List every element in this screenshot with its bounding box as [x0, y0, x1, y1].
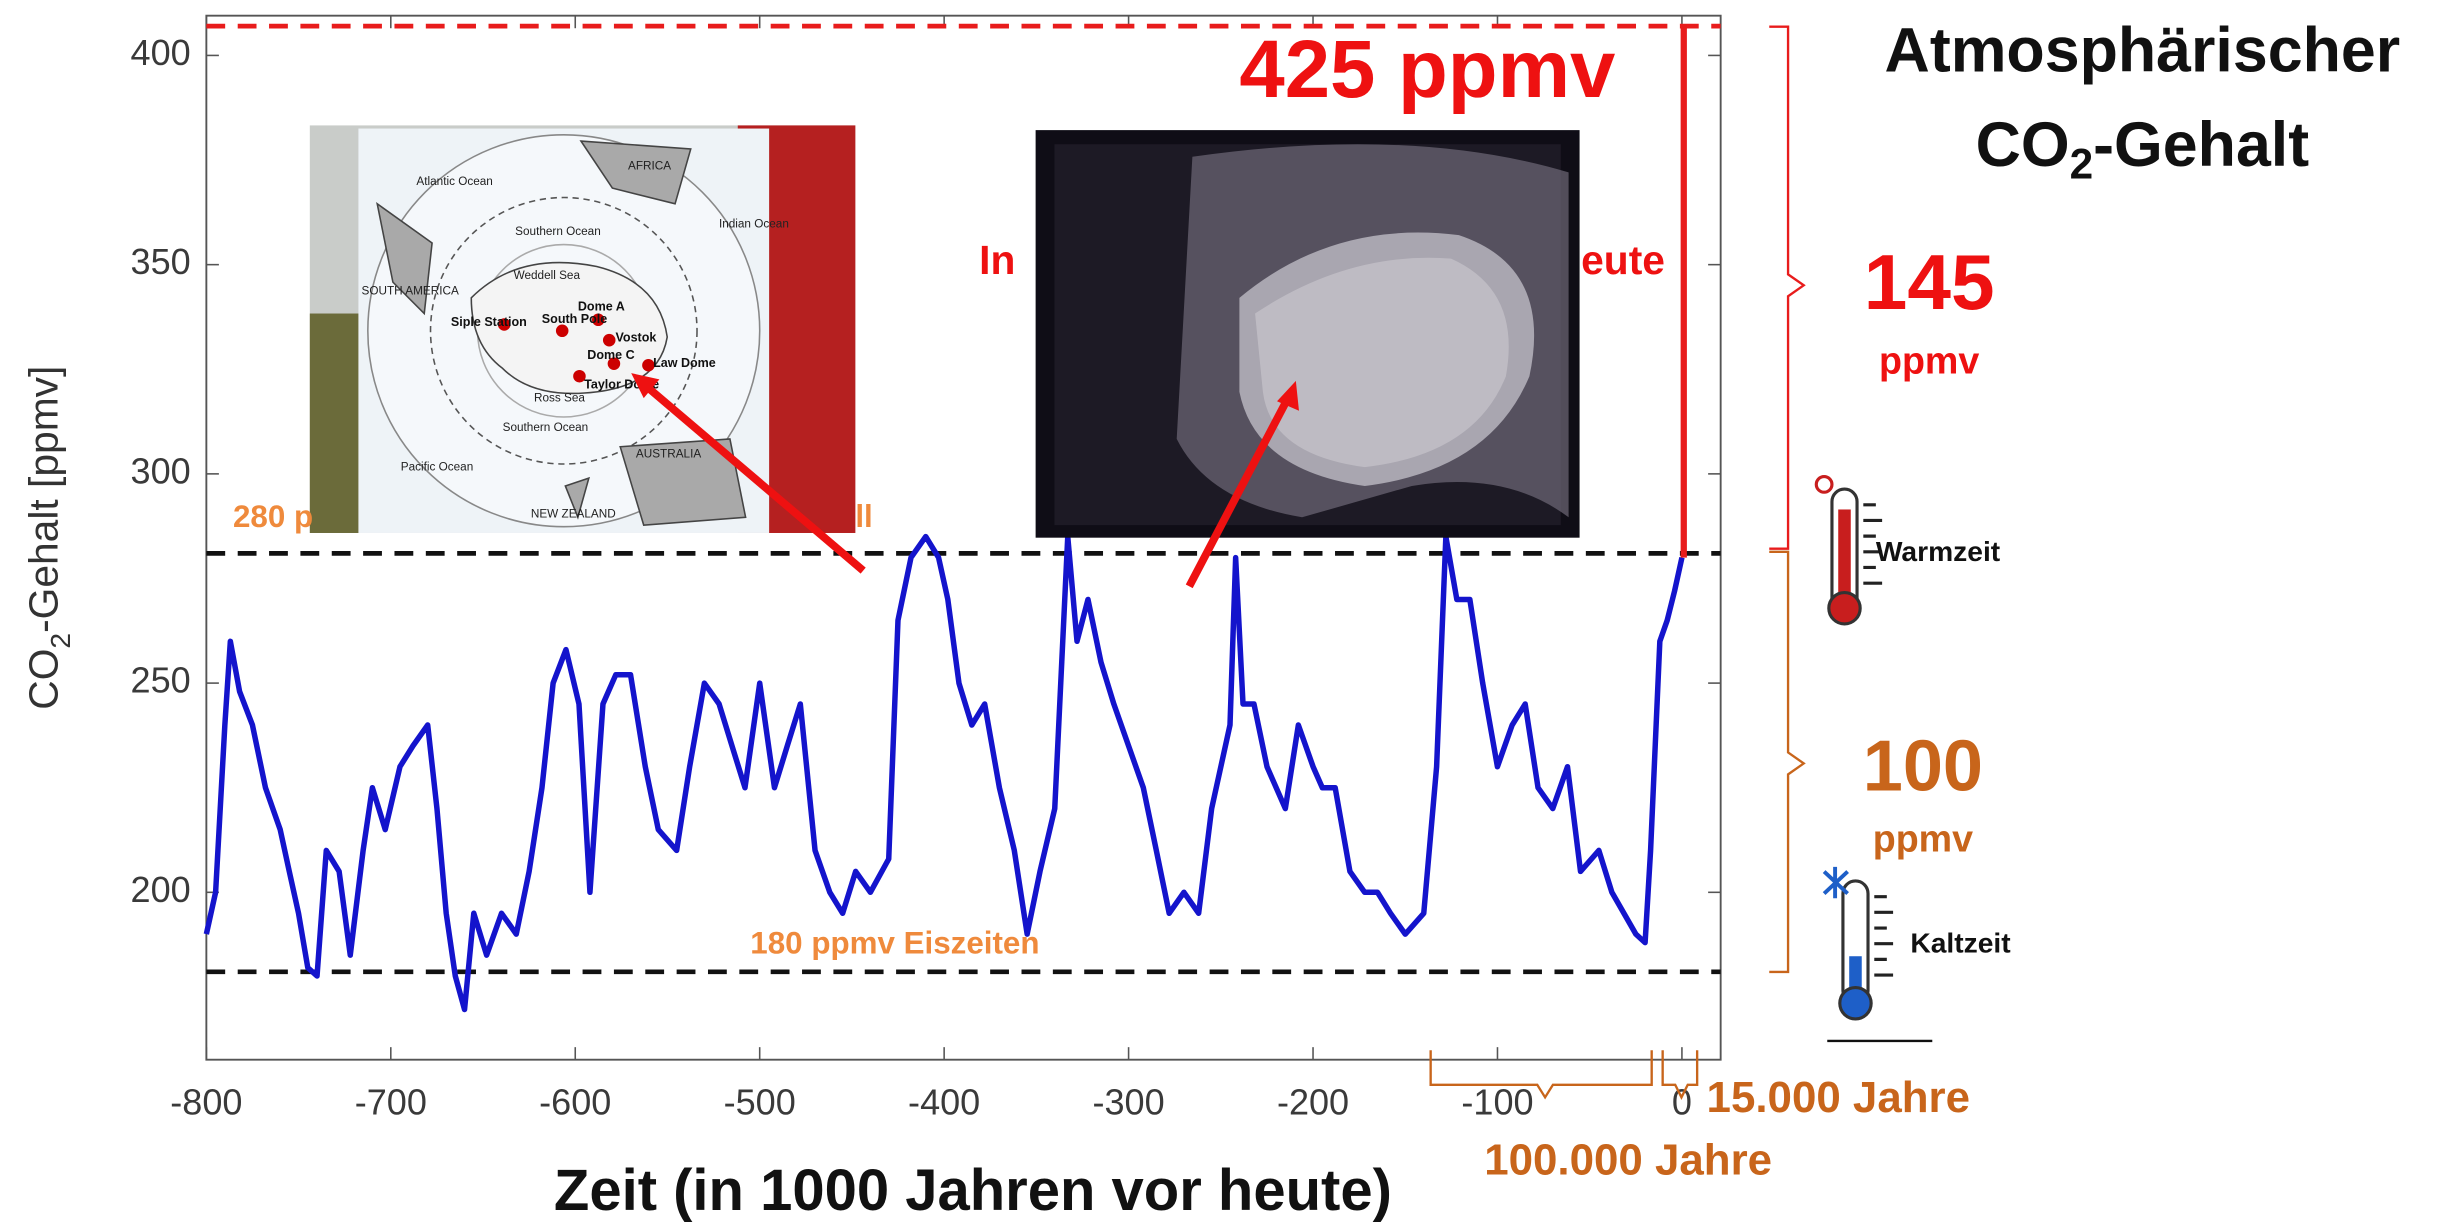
annotation: In — [979, 237, 1015, 283]
y-axis-label-part: -Gehalt [ppmv] — [20, 366, 66, 633]
x-tick-label: -100 — [1461, 1082, 1533, 1123]
annotation: ll — [855, 499, 872, 534]
map-label: NEW ZEALAND — [531, 507, 616, 520]
y-tick-label: 350 — [131, 241, 191, 282]
annotation: eute — [1581, 237, 1665, 283]
map-label: Southern Ocean — [503, 421, 589, 434]
x-tick-label: -200 — [1277, 1082, 1349, 1123]
map-image: Atlantic Ocean AFRICA Indian Ocean SOUTH… — [310, 125, 856, 533]
y-axis-label: CO2-Gehalt [ppmv] — [20, 366, 76, 710]
side-title: Atmosphärischer — [1885, 15, 2401, 85]
annotation: 280 p — [233, 499, 313, 534]
map-label: Siple Station — [451, 315, 527, 329]
page: {"chart_data": {"type": "line", "x": [-8… — [0, 0, 2460, 1229]
annotation: 180 ppmv Eiszeiten — [750, 926, 1039, 961]
swing-value: 100 — [1863, 726, 1983, 806]
span-short: 15.000 Jahre — [1707, 1073, 1970, 1122]
side-title-part: -Gehalt — [2093, 109, 2309, 179]
y-axis-label-subscript: 2 — [44, 633, 76, 649]
x-tick-label: 0 — [1672, 1082, 1692, 1123]
map-label: Indian Ocean — [719, 217, 789, 230]
map-label: SOUTH AMERICA — [362, 285, 459, 298]
map-label: South Pole — [542, 312, 607, 326]
x-tick-label: -600 — [539, 1082, 611, 1123]
map-label: Weddell Sea — [514, 269, 581, 282]
span-long: 100.000 Jahre — [1484, 1136, 1772, 1185]
map-label: Atlantic Ocean — [416, 175, 492, 188]
swing-unit: ppmv — [1873, 818, 1973, 860]
x-tick-label: -300 — [1093, 1082, 1165, 1123]
chart: 200 250 300 350 400 -800 -700 -600 -500 -400 -300 -… — [0, 0, 2460, 1229]
y-tick-label: 300 — [131, 450, 191, 491]
ice-core-image — [1036, 130, 1580, 538]
map-label: Southern Ocean — [515, 225, 601, 238]
y-tick-label: 400 — [131, 32, 191, 73]
y-tick-label: 250 — [131, 660, 191, 701]
side-title: CO2-Gehalt — [1976, 109, 2310, 187]
side-title-subscript: 2 — [2070, 141, 2094, 188]
map-label: Vostok — [616, 331, 657, 345]
rise-value: 145 — [1864, 238, 1995, 326]
map-label: Dome C — [587, 348, 634, 362]
x-tick-label: -800 — [170, 1082, 242, 1123]
map-label: Ross Sea — [534, 391, 585, 404]
x-tick-label: -700 — [355, 1082, 427, 1123]
warm-label: Warmzeit — [1876, 535, 2001, 567]
map-label: Pacific Ocean — [401, 460, 474, 473]
annotation: 425 ppmv — [1239, 24, 1615, 115]
cold-label: Kaltzeit — [1910, 927, 2011, 959]
y-tick-label: 200 — [131, 869, 191, 910]
x-tick-label: -400 — [908, 1082, 980, 1123]
rise-unit: ppmv — [1879, 340, 1979, 382]
x-tick-label: -500 — [724, 1082, 796, 1123]
map-label: AUSTRALIA — [636, 448, 701, 461]
map-label: AFRICA — [628, 159, 671, 172]
x-axis-label: Zeit (in 1000 Jahren vor heute) — [554, 1158, 1392, 1223]
side-title-part: CO — [1976, 109, 2070, 179]
map-label: Law Dome — [653, 356, 716, 370]
y-axis-label-part: CO — [20, 649, 66, 710]
